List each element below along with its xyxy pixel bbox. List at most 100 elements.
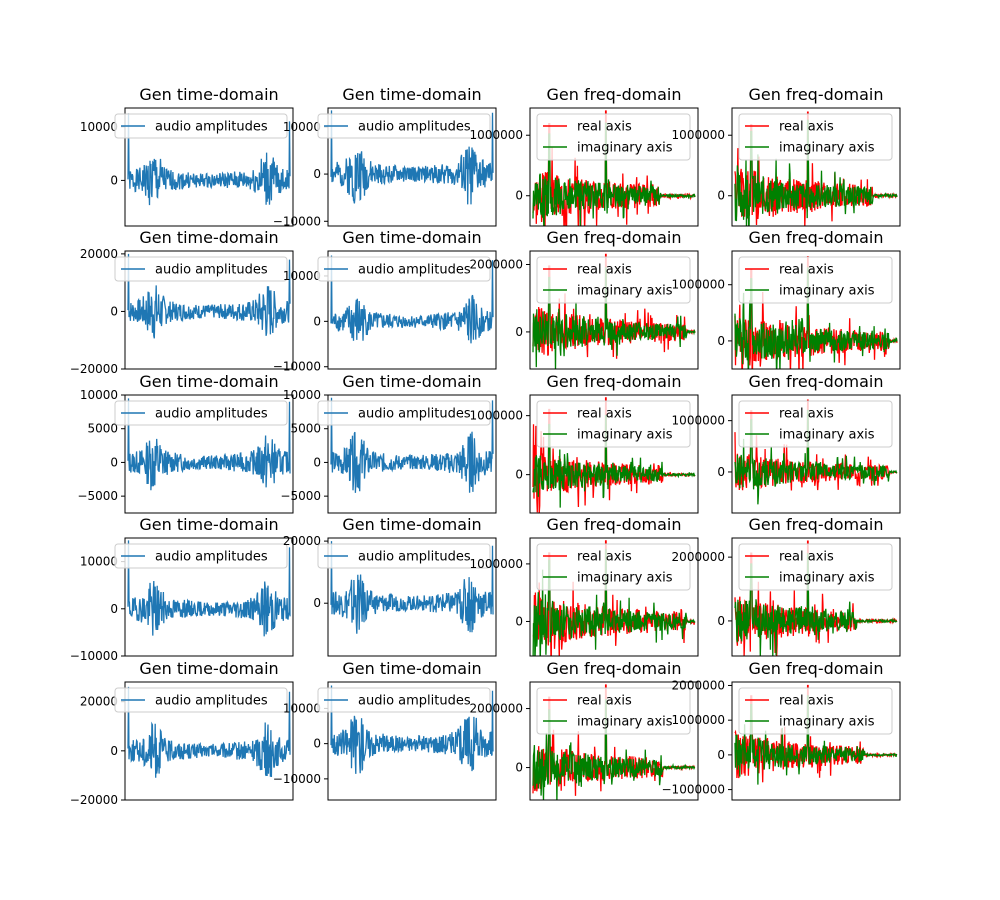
legend-label: audio amplitudes (358, 550, 471, 565)
legend-label: audio amplitudes (358, 407, 471, 422)
legend-label: audio amplitudes (358, 694, 471, 709)
y-tick-label: 10000 (80, 388, 118, 402)
subplot-title: Gen freq-domain (748, 85, 883, 104)
y-tick-label: 1000000 (672, 278, 725, 292)
legend: real axis imaginary axis (739, 114, 892, 160)
y-tick-label: 0 (515, 761, 523, 775)
legend-label: audio amplitudes (155, 120, 268, 135)
legend: audio amplitudes (115, 688, 287, 712)
legend: audio amplitudes (115, 257, 287, 281)
subplot-title: Gen freq-domain (546, 515, 681, 534)
y-tick-label: 0 (110, 744, 118, 758)
legend-label: real axis (577, 120, 632, 135)
legend: audio amplitudes (318, 688, 490, 712)
y-tick-label: 10000 (80, 120, 118, 134)
y-tick-label: −10000 (70, 649, 118, 663)
legend-label: real axis (779, 263, 834, 278)
y-tick-label: 10000 (283, 701, 321, 715)
legend: real axis imaginary axis (739, 257, 892, 303)
legend-label: audio amplitudes (155, 263, 268, 278)
legend: real axis imaginary axis (537, 257, 690, 303)
legend-label: real axis (577, 263, 632, 278)
legend-label: real axis (577, 694, 632, 709)
y-tick-label: −20000 (70, 793, 118, 807)
y-tick-label: 2000000 (672, 678, 725, 692)
legend: audio amplitudes (115, 544, 287, 568)
y-tick-label: 1000000 (672, 713, 725, 727)
subplot-title: Gen freq-domain (546, 85, 681, 104)
subplot-title: Gen time-domain (139, 515, 278, 534)
y-tick-label: 0 (313, 314, 321, 328)
legend-label: audio amplitudes (358, 263, 471, 278)
y-tick-label: 0 (717, 334, 725, 348)
legend: real axis imaginary axis (537, 544, 690, 590)
y-tick-label: 10000 (283, 388, 321, 402)
y-tick-label: 0 (313, 455, 321, 469)
subplot-title: Gen time-domain (139, 228, 278, 247)
y-tick-label: −1000000 (662, 783, 726, 797)
legend-label: imaginary axis (779, 141, 875, 156)
subplot-title: Gen freq-domain (546, 372, 681, 391)
legend-label: imaginary axis (577, 571, 673, 586)
y-tick-label: 10000 (283, 120, 321, 134)
y-tick-label: 1000000 (672, 128, 725, 142)
y-tick-label: −5000 (77, 489, 118, 503)
y-tick-label: −20000 (70, 362, 118, 376)
y-tick-label: 0 (110, 602, 118, 616)
y-tick-label: 0 (717, 748, 725, 762)
y-tick-label: 0 (515, 325, 523, 339)
subplot-title: Gen time-domain (342, 372, 481, 391)
y-tick-label: −10000 (273, 360, 321, 374)
legend-label: audio amplitudes (155, 694, 268, 709)
legend: real axis imaginary axis (537, 114, 690, 160)
y-tick-label: 1000000 (672, 414, 725, 428)
y-tick-label: 2000000 (672, 550, 725, 564)
subplot-title: Gen time-domain (139, 85, 278, 104)
subplot-title: Gen time-domain (342, 659, 481, 678)
legend-label: audio amplitudes (358, 120, 471, 135)
y-tick-label: 5000 (290, 422, 321, 436)
legend-label: real axis (779, 120, 834, 135)
legend-label: imaginary axis (577, 428, 673, 443)
y-tick-label: 2000000 (470, 702, 523, 716)
legend-label: imaginary axis (577, 715, 673, 730)
subplot-title: Gen freq-domain (748, 228, 883, 247)
legend: audio amplitudes (318, 544, 490, 568)
y-tick-label: −5000 (280, 489, 321, 503)
legend-label: imaginary axis (779, 428, 875, 443)
y-tick-label: 0 (313, 167, 321, 181)
y-tick-label: 0 (313, 737, 321, 751)
legend: audio amplitudes (115, 114, 287, 138)
y-tick-label: 5000 (87, 422, 118, 436)
legend: real axis imaginary axis (739, 401, 892, 447)
legend: audio amplitudes (318, 257, 490, 281)
legend-label: audio amplitudes (155, 550, 268, 565)
y-tick-label: −10000 (273, 772, 321, 786)
legend-label: real axis (779, 407, 834, 422)
legend: audio amplitudes (318, 114, 490, 138)
legend: real axis imaginary axis (739, 688, 892, 734)
legend-label: real axis (779, 694, 834, 709)
legend-label: real axis (577, 407, 632, 422)
legend-label: real axis (779, 550, 834, 565)
y-tick-label: 0 (110, 304, 118, 318)
y-tick-label: 20000 (283, 534, 321, 548)
legend: audio amplitudes (115, 401, 287, 425)
subplot-title: Gen time-domain (342, 228, 481, 247)
legend: real axis imaginary axis (537, 688, 690, 734)
legend-label: imaginary axis (577, 141, 673, 156)
y-tick-label: 0 (515, 189, 523, 203)
legend-label: audio amplitudes (155, 407, 268, 422)
subplot-title: Gen freq-domain (546, 228, 681, 247)
subplot-title: Gen time-domain (342, 85, 481, 104)
y-tick-label: 0 (515, 614, 523, 628)
y-tick-label: 10000 (283, 269, 321, 283)
subplot-title: Gen freq-domain (748, 659, 883, 678)
y-tick-label: 20000 (80, 695, 118, 709)
y-tick-label: 0 (717, 189, 725, 203)
y-tick-label: 0 (515, 468, 523, 482)
y-tick-label: 20000 (80, 247, 118, 261)
legend-label: imaginary axis (577, 284, 673, 299)
legend-label: imaginary axis (779, 284, 875, 299)
